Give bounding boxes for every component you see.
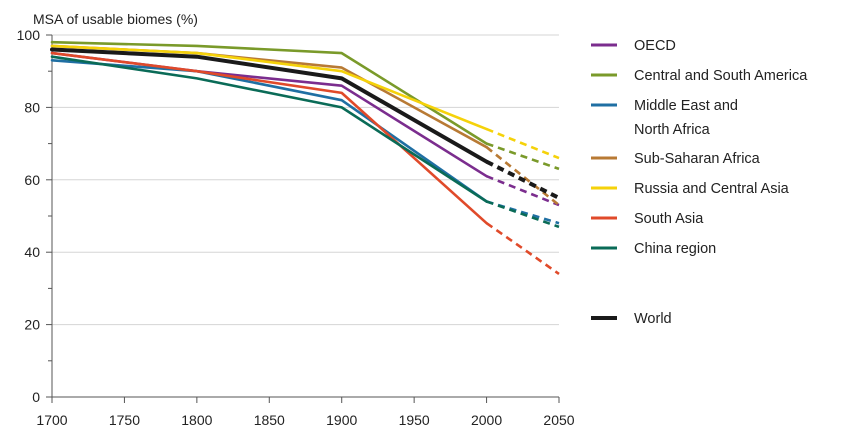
- legend-item-russia-and-central-asia: Russia and Central Asia: [591, 181, 790, 197]
- y-tick-label-60: 60: [24, 172, 40, 188]
- plot-area: 0 20 40 60 80 100 1700 1750 1800 1850 1900 1950 2000…: [17, 27, 575, 428]
- legend-item-china-region: China region: [591, 241, 716, 257]
- series-projection-central-and-south-america: [486, 142, 560, 171]
- series-projection-russia-and-central-asia: [486, 127, 560, 160]
- series-projection-china-region: [486, 200, 560, 229]
- series-central-and-south-america: [50, 40, 560, 171]
- series-line-russia-and-central-asia: [50, 44, 488, 131]
- series-projection-oecd: [486, 174, 560, 207]
- series-projection-sub-saharan-africa: [485, 146, 560, 207]
- series-projection-world: [485, 159, 560, 200]
- x-tick-label-1950: 1950: [399, 412, 430, 428]
- x-tick-label-2050: 2050: [543, 412, 574, 428]
- x-tick-label-1900: 1900: [326, 412, 357, 428]
- series-line-central-and-south-america: [50, 40, 488, 145]
- series-south-asia: [50, 51, 560, 275]
- series-line-china-region: [50, 55, 488, 203]
- x-tick-label-1700: 1700: [36, 412, 67, 428]
- x-tick-label-1800: 1800: [181, 412, 212, 428]
- series-china-region: [50, 55, 560, 229]
- y-tick-label-100: 100: [17, 27, 41, 43]
- series-projection-south-asia: [485, 222, 560, 275]
- series-projection-middle-east-and-north-africa: [486, 200, 560, 225]
- y-tick-label-20: 20: [24, 317, 40, 333]
- legend-label-middle-east-and-north-africa-1: Middle East and: [634, 98, 738, 114]
- legend-item-oecd: OECD: [591, 38, 676, 54]
- legend-label-russia-and-central-asia: Russia and Central Asia: [634, 181, 790, 197]
- x-tick-label-1750: 1750: [109, 412, 140, 428]
- series-line-world: [50, 47, 489, 164]
- x-tick-label-1850: 1850: [254, 412, 285, 428]
- legend-label-sub-saharan-africa: Sub-Saharan Africa: [634, 151, 761, 167]
- series-world: [50, 47, 560, 200]
- legend-label-central-and-south-america: Central and South America: [634, 68, 808, 84]
- series-line-south-asia: [50, 51, 488, 225]
- y-tick-label-40: 40: [24, 244, 40, 260]
- legend-item-world: World: [591, 311, 672, 327]
- legend-label-south-asia: South Asia: [634, 211, 704, 227]
- legend-item-sub-saharan-africa: Sub-Saharan Africa: [591, 151, 761, 167]
- y-axis-label: MSA of usable biomes (%): [33, 11, 198, 27]
- series-sub-saharan-africa: [50, 44, 560, 207]
- legend-item-south-asia: South Asia: [591, 211, 704, 227]
- legend-item-central-and-south-america: Central and South America: [591, 68, 808, 84]
- x-tick-label-2000: 2000: [471, 412, 502, 428]
- legend-label-middle-east-and-north-africa-2: North Africa: [634, 122, 711, 138]
- legend-item-middle-east-and-north-africa: Middle East and North Africa: [591, 98, 738, 138]
- series-oecd: [50, 51, 560, 207]
- y-tick-label-0: 0: [32, 389, 40, 405]
- series-line-middle-east-and-north-africa: [50, 58, 488, 203]
- legend-label-world: World: [634, 311, 672, 327]
- legend-label-oecd: OECD: [634, 38, 676, 54]
- y-tick-label-80: 80: [24, 99, 40, 115]
- legend-label-china-region: China region: [634, 241, 716, 257]
- legend: OECD Central and South America Middle East…: [591, 38, 808, 327]
- series-russia-and-central-asia: [50, 44, 560, 160]
